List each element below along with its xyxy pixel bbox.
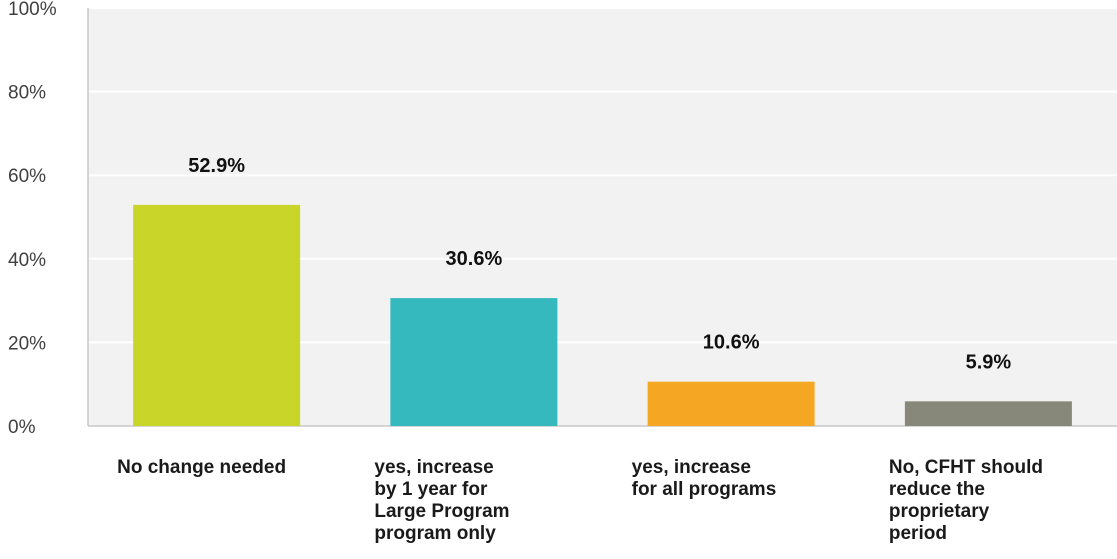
bar: [904, 401, 1072, 426]
category-label: No, CFHT should: [889, 457, 1043, 478]
category-label: period: [889, 523, 947, 544]
category-label: Large Program: [374, 501, 509, 522]
bars: [133, 204, 1072, 426]
y-tick-label: 60%: [8, 166, 46, 187]
y-tick-label: 20%: [8, 333, 46, 354]
category-label: yes, increase: [374, 457, 493, 478]
category-label: proprietary: [889, 501, 990, 522]
y-tick-label: 40%: [8, 250, 46, 271]
category-label: by 1 year for: [374, 479, 488, 500]
category-label: No change needed: [117, 457, 286, 478]
bar: [133, 204, 301, 426]
category-label: reduce the: [889, 479, 985, 500]
bar: [647, 381, 815, 426]
data-label: 30.6%: [446, 248, 503, 270]
category-label: for all programs: [632, 479, 777, 500]
category-label: yes, increase: [632, 457, 751, 478]
y-tick-label: 80%: [8, 83, 46, 104]
data-label: 52.9%: [188, 155, 245, 177]
y-tick-label: 0%: [8, 417, 36, 438]
y-tick-label: 100%: [8, 0, 57, 20]
data-labels: 52.9% 30.6% 10.6% 5.9%: [188, 155, 1011, 373]
data-label: 10.6%: [703, 332, 760, 354]
bar: [390, 298, 558, 426]
category-label: program only: [374, 523, 496, 544]
data-label: 5.9%: [966, 351, 1012, 373]
y-axis: 0% 20% 40% 60% 80% 100%: [8, 0, 1117, 438]
